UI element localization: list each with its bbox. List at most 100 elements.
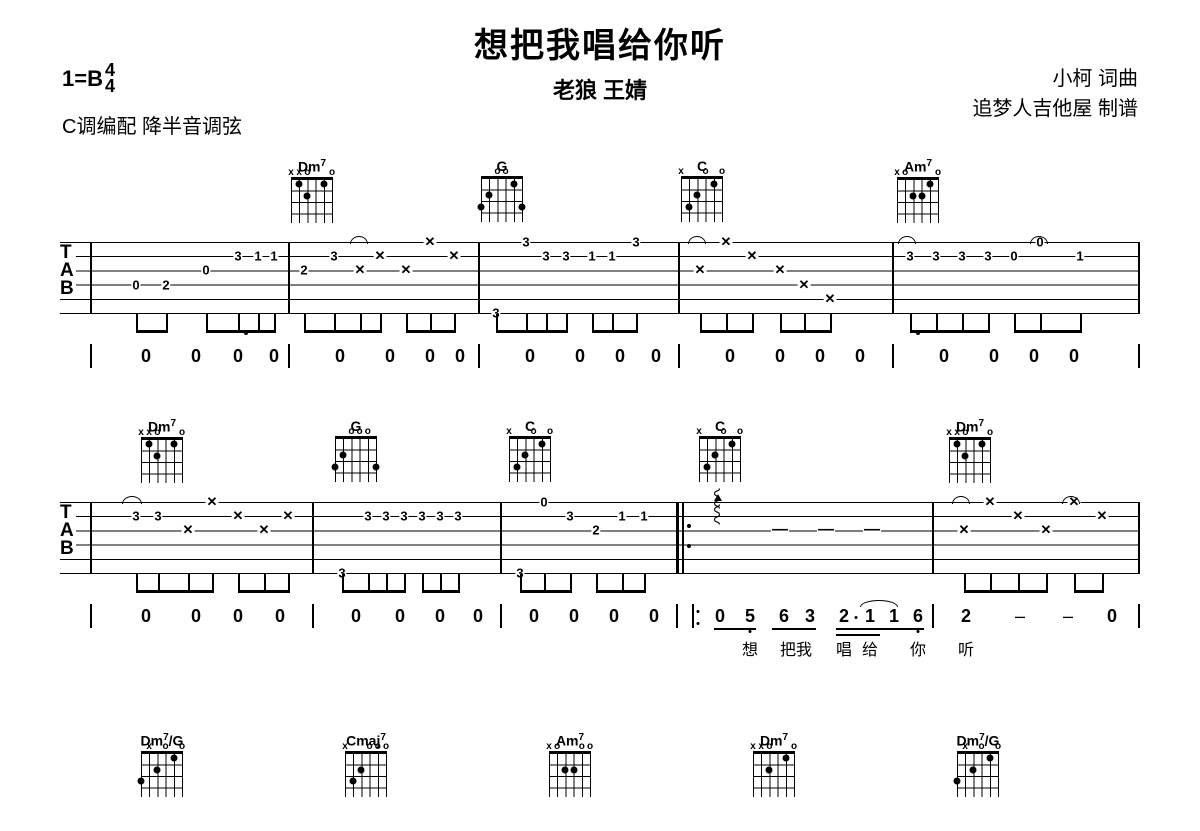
cipher-note: 0	[233, 346, 243, 367]
cipher-note: 0	[775, 346, 785, 367]
fret-number: 0	[131, 277, 140, 292]
chord-diagram: Dm7xxoo	[948, 418, 992, 483]
fret-number: 3	[435, 509, 444, 524]
fret-number: 3	[329, 249, 338, 264]
cipher-note: 0	[191, 606, 201, 627]
mute-mark: ✕	[1096, 508, 1109, 524]
tab-label: TAB	[58, 504, 76, 558]
fret-number: 3	[561, 249, 570, 264]
mute-mark: ✕	[798, 277, 811, 293]
fret-number: 1	[639, 509, 648, 524]
cipher-note: 0	[615, 346, 625, 367]
cipher-note: 0	[425, 346, 435, 367]
fret-number: 3	[417, 509, 426, 524]
cipher-note: 0	[351, 606, 361, 627]
chord-diagram: Dm7xxoo	[140, 418, 184, 483]
lyric: 唱	[836, 636, 852, 660]
mute-mark: ✕	[984, 494, 997, 510]
fret-number: 3	[153, 509, 162, 524]
cipher-note: 0	[455, 346, 465, 367]
chord-diagram: Cxoo	[508, 418, 552, 482]
cipher-note: 0	[725, 346, 735, 367]
fret-number: 3	[233, 249, 242, 264]
cipher-note: 0	[275, 606, 285, 627]
cipher-note: 0	[651, 346, 661, 367]
fret-number: 1	[607, 249, 616, 264]
cipher-note: 0	[233, 606, 243, 627]
cipher-note: 0	[269, 346, 279, 367]
mute-mark: ✕	[448, 248, 461, 264]
cipher-note: 3	[805, 606, 815, 627]
cipher-note: 1	[865, 606, 875, 627]
mute-mark: ✕	[1012, 508, 1025, 524]
cipher-note: 0	[649, 606, 659, 627]
cipher-note: 0	[939, 346, 949, 367]
fret-number: 3	[631, 235, 640, 250]
cipher-note: 0	[1107, 606, 1117, 627]
cipher-note: 0	[385, 346, 395, 367]
fret-number: 3	[565, 509, 574, 524]
staff-system-2: Dm7xxooGoooCxooCxooDm7xxoo TAB 〰〰33✕✕✕✕✕…	[60, 418, 1140, 658]
mute-mark: ✕	[746, 248, 759, 264]
mute-mark: ✕	[206, 494, 219, 510]
cipher-note: 0	[989, 346, 999, 367]
chord-diagram: Dm7/Gxoo	[140, 732, 184, 797]
fret-number: 3	[521, 235, 530, 250]
fret-number: 2	[161, 277, 170, 292]
fret-number: 1	[253, 249, 262, 264]
fret-number: 3	[363, 509, 372, 524]
mute-mark: ✕	[958, 522, 971, 538]
cipher-note: 0	[715, 606, 725, 627]
cipher-note: 0	[335, 346, 345, 367]
cipher-note: –	[1063, 606, 1073, 627]
cipher-note: 0	[1029, 346, 1039, 367]
staff-system-1: Dm7xxooGooCxooAm7xoo TAB 02031123✕✕✕✕✕33…	[60, 158, 1140, 374]
song-title: 想把我唱给你听	[0, 18, 1200, 67]
fret-number: 1	[1075, 249, 1084, 264]
fret-number: 2	[591, 523, 600, 538]
cipher-note: 2	[839, 606, 849, 627]
cipher-note: 0	[395, 606, 405, 627]
cipher-note: 0	[815, 346, 825, 367]
fret-number: 3	[541, 249, 550, 264]
cipher-note: 0	[473, 606, 483, 627]
tab-label: TAB	[58, 244, 76, 298]
staff-system-3: Dm7/Gxoo Cmaj7xooo Am7xooo Dm7xxoo Dm7/Gxoo	[60, 732, 1140, 814]
cipher-note: 0	[855, 346, 865, 367]
cipher-note: 0	[525, 346, 535, 367]
chord-diagram: Cmaj7xooo	[344, 732, 388, 797]
cipher-note: 0	[529, 606, 539, 627]
chord-diagram: Am7xooo	[548, 732, 592, 797]
mute-mark: ✕	[374, 248, 387, 264]
cipher-note: 1	[889, 606, 899, 627]
fret-number: 3	[983, 249, 992, 264]
fret-number: 3	[931, 249, 940, 264]
cipher-note: 0	[1069, 346, 1079, 367]
fret-number: 1	[587, 249, 596, 264]
chord-diagram: Cxoo	[698, 418, 742, 482]
fret-number: 3	[399, 509, 408, 524]
mute-mark: ✕	[774, 262, 787, 278]
chord-diagram: Am7xoo	[896, 158, 940, 223]
cipher-note: 0	[575, 346, 585, 367]
fret-number: 1	[617, 509, 626, 524]
mute-mark: ✕	[232, 508, 245, 524]
lyric: 把我	[780, 636, 812, 660]
fret-number: 0	[539, 495, 548, 510]
fret-number: 3	[381, 509, 390, 524]
mute-mark: ✕	[824, 291, 837, 307]
chord-diagram: Dm7/Gxoo	[956, 732, 1000, 797]
tuning-note: C调编配 降半音调弦	[62, 110, 242, 139]
cipher-note: 6	[913, 606, 923, 627]
cipher-note: 6	[779, 606, 789, 627]
chord-diagram: Cxoo	[680, 158, 724, 222]
lyric: 你	[910, 636, 926, 660]
chord-diagram: Dm7xxoo	[752, 732, 796, 797]
fret-number: 3	[453, 509, 462, 524]
fret-number: 3	[957, 249, 966, 264]
cipher-note: 5	[745, 606, 755, 627]
cipher-note: 2	[961, 606, 971, 627]
chord-diagram: Gooo	[334, 418, 378, 482]
mute-mark: ✕	[282, 508, 295, 524]
fret-number: 1	[269, 249, 278, 264]
